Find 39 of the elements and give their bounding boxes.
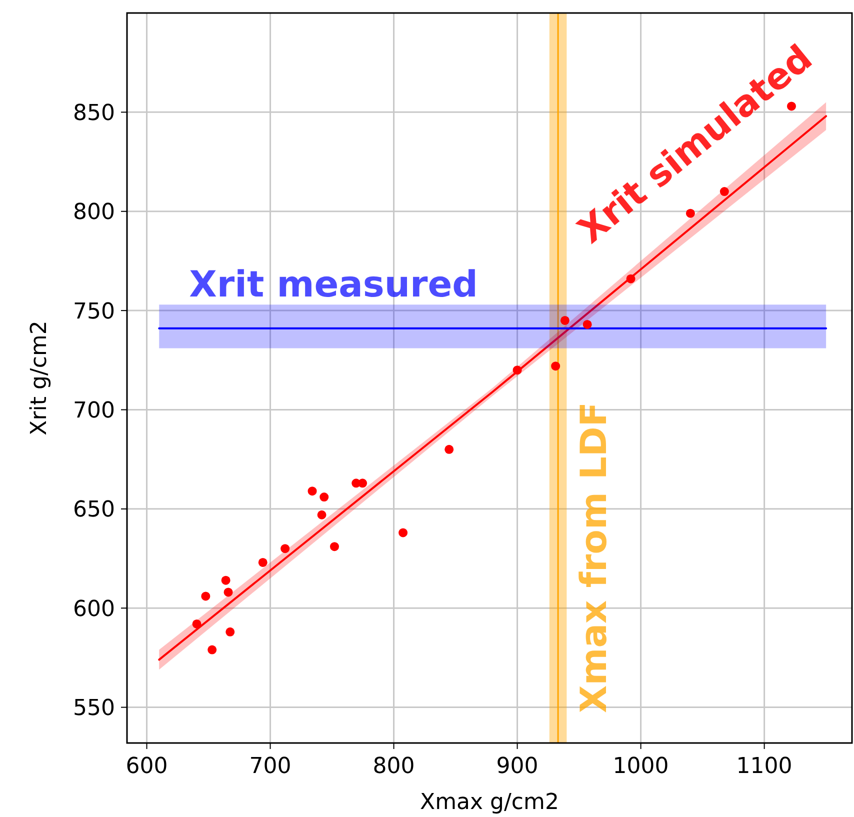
point [192, 619, 202, 628]
point [720, 187, 729, 196]
point [320, 492, 329, 502]
point [224, 588, 233, 597]
point [686, 208, 695, 218]
point [317, 510, 326, 520]
y-tick-label: 600 [73, 596, 115, 622]
point [258, 558, 268, 567]
point [201, 592, 210, 601]
x-tick-label: 700 [249, 754, 292, 779]
y-tick-label: 700 [73, 398, 115, 424]
x-tick-label: 800 [372, 754, 415, 779]
y-tick-label: 750 [73, 299, 115, 324]
point [551, 362, 560, 371]
point [308, 486, 317, 496]
x-tick-label: 1000 [612, 754, 669, 779]
point [208, 645, 217, 654]
point [398, 528, 408, 538]
point [444, 444, 454, 454]
point [358, 478, 368, 488]
point [626, 274, 636, 284]
ref-line-label: Xmax from LDF [574, 402, 616, 713]
point [226, 627, 235, 636]
point [512, 366, 522, 375]
point [330, 542, 339, 552]
point [582, 320, 592, 329]
point [560, 316, 570, 325]
x-tick-label: 900 [496, 754, 538, 779]
x-axis-title: Xmax g/cm2 [420, 790, 559, 815]
y-axis-title: Xrit g/cm2 [27, 320, 52, 436]
point [221, 576, 230, 585]
x-tick-label: 600 [126, 754, 168, 779]
y-tick-label: 550 [73, 696, 115, 721]
y-tick-label: 850 [73, 100, 115, 126]
point [280, 544, 290, 554]
x-tick-label: 1100 [736, 754, 792, 779]
series-label: Xrit measured [189, 264, 478, 306]
y-tick-label: 800 [73, 200, 115, 226]
y-tick-label: 650 [73, 498, 115, 523]
